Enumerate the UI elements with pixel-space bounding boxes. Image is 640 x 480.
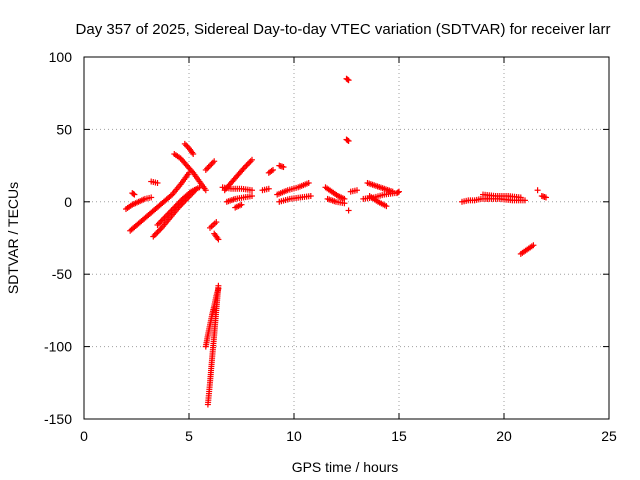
data-point <box>249 193 255 200</box>
data-point <box>249 187 255 194</box>
data-point <box>157 226 164 233</box>
data-points <box>123 75 549 408</box>
x-tick-label: 5 <box>185 428 193 444</box>
data-point <box>270 166 276 173</box>
data-point <box>151 232 158 239</box>
y-axis-label: SDTVAR / TECUs <box>5 182 21 294</box>
data-point <box>307 193 314 200</box>
y-tick-label: 0 <box>64 194 72 210</box>
data-point <box>344 76 351 83</box>
data-point <box>345 137 352 144</box>
data-point <box>246 159 253 166</box>
y-tick-label: 50 <box>56 121 72 137</box>
data-point <box>247 158 254 165</box>
data-point <box>167 192 174 199</box>
data-point <box>211 158 218 165</box>
data-point <box>243 162 250 169</box>
data-point <box>280 164 287 171</box>
data-point <box>244 161 251 168</box>
data-point <box>148 194 155 201</box>
y-tick-label: -150 <box>44 411 72 427</box>
data-point <box>174 201 181 208</box>
chart-title: Day 357 of 2025, Sidereal Day-to-day VTE… <box>76 21 611 38</box>
data-point <box>238 201 245 208</box>
data-point <box>522 197 528 204</box>
data-point <box>190 151 197 158</box>
data-point <box>153 230 160 237</box>
data-point <box>172 203 179 210</box>
data-point <box>175 200 182 207</box>
data-point <box>344 137 351 144</box>
data-point <box>530 242 537 249</box>
plot-frame <box>83 56 610 420</box>
data-point <box>183 142 190 149</box>
x-axis-label: GPS time / hours <box>292 459 399 475</box>
y-tick-label: 100 <box>49 49 73 65</box>
x-tick-label: 25 <box>601 428 617 444</box>
data-point <box>534 187 541 194</box>
x-tick-label: 10 <box>286 428 302 444</box>
data-point <box>131 191 138 198</box>
data-point <box>208 161 215 168</box>
data-point <box>345 77 352 84</box>
data-point <box>265 185 272 192</box>
data-point <box>130 190 137 197</box>
data-point <box>154 179 161 186</box>
data-point <box>341 200 348 207</box>
data-point <box>389 188 396 195</box>
y-tick-label: -100 <box>44 339 72 355</box>
data-point <box>394 189 401 196</box>
y-tick-label: -50 <box>52 266 72 282</box>
data-point <box>204 165 211 172</box>
data-point <box>150 233 157 240</box>
data-point <box>213 219 220 226</box>
data-point <box>205 164 212 171</box>
x-tick-label: 0 <box>80 428 88 444</box>
data-point <box>155 227 162 234</box>
data-point <box>202 187 209 194</box>
grid <box>84 57 609 419</box>
data-point <box>345 207 352 214</box>
data-point <box>162 213 169 220</box>
data-point <box>202 166 209 173</box>
data-point <box>154 229 161 236</box>
data-point <box>176 198 183 205</box>
data-point <box>305 179 312 186</box>
x-tick-label: 15 <box>391 428 407 444</box>
data-point <box>164 211 171 218</box>
data-point <box>215 285 222 292</box>
data-point <box>543 194 549 201</box>
data-point <box>181 140 188 147</box>
data-point <box>215 236 222 243</box>
data-point <box>249 156 255 163</box>
data-point <box>354 187 360 194</box>
data-point <box>383 203 390 210</box>
data-point <box>154 221 161 228</box>
data-point <box>207 162 213 169</box>
data-point <box>396 188 402 195</box>
data-point <box>209 159 216 166</box>
x-tick-label: 20 <box>496 428 512 444</box>
